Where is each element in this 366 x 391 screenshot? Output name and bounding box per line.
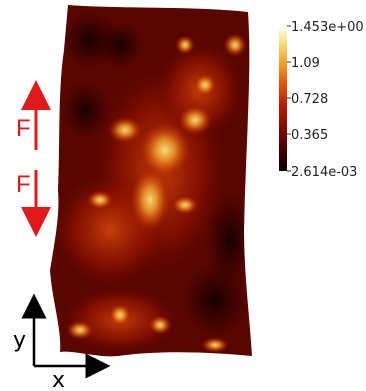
- colorbar-gradient: [279, 26, 287, 171]
- colorbar-min-label: 2.614e-03: [291, 165, 357, 180]
- force-label-upper: F: [16, 115, 31, 142]
- force-indicator: F F: [16, 80, 51, 237]
- colorbar-tick-3: 0.365: [291, 128, 328, 143]
- specimen-heatmap: [50, 5, 252, 357]
- colorbar-max-label: 1.453e+00: [291, 20, 364, 35]
- colorbar: 1.453e+00 1.09 0.728 0.365 2.614e-03: [279, 20, 364, 180]
- force-label-lower: F: [16, 171, 31, 198]
- colorbar-tick-2: 0.728: [291, 92, 328, 107]
- x-axis-label: x: [52, 368, 65, 391]
- y-axis-label: y: [13, 328, 26, 353]
- coordinate-axes: y x: [13, 293, 111, 391]
- colorbar-tick-1: 1.09: [291, 56, 320, 71]
